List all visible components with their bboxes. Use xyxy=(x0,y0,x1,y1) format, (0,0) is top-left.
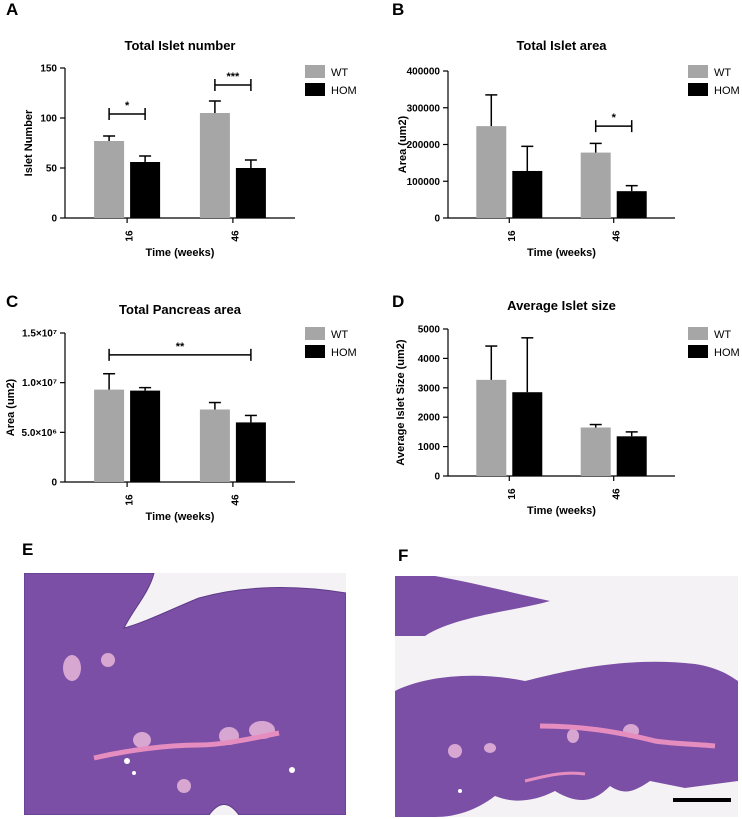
bar-hom xyxy=(512,392,543,476)
bar-hom xyxy=(235,422,266,482)
x-tick-label: 16 xyxy=(507,230,518,242)
legend-swatch-hom xyxy=(688,345,708,358)
x-tick-label: 46 xyxy=(231,230,242,242)
panel-letter-f: F xyxy=(398,546,409,565)
y-axis-label: Islet Number xyxy=(23,109,35,176)
bar-hom xyxy=(130,390,161,482)
y-tick-label: 1.5×10⁷ xyxy=(22,329,57,340)
y-tick-label: 0 xyxy=(51,478,57,489)
x-tick-label: 16 xyxy=(125,494,136,506)
scale-bar xyxy=(673,798,731,802)
y-tick-label: 1000 xyxy=(418,442,441,453)
significance-label: *** xyxy=(226,71,240,83)
y-tick-label: 100 xyxy=(40,114,57,125)
bar-wt xyxy=(580,152,611,218)
bar-hom xyxy=(616,191,647,218)
legend-label-wt: WT xyxy=(714,67,731,79)
y-tick-label: 2000 xyxy=(418,413,441,424)
legend-swatch-hom xyxy=(305,345,325,358)
panel-letter-c: C xyxy=(6,292,19,311)
bar-hom xyxy=(235,168,266,218)
bar-wt xyxy=(476,126,507,218)
x-tick-label: 46 xyxy=(611,488,622,500)
significance-label: * xyxy=(612,112,617,124)
y-tick-label: 5000 xyxy=(418,325,441,336)
y-tick-label: 400000 xyxy=(407,67,441,78)
legend-swatch-wt xyxy=(305,65,325,78)
legend-label-hom: HOM xyxy=(331,85,357,97)
bar-wt xyxy=(199,113,230,218)
legend-label-hom: HOM xyxy=(714,347,740,359)
histology-image-e xyxy=(24,573,346,815)
y-tick-label: 0 xyxy=(51,214,57,225)
legend-label-hom: HOM xyxy=(331,347,357,359)
chart-title: Total Pancreas area xyxy=(119,302,242,317)
chart-title: Average Islet size xyxy=(507,298,616,313)
chart-average-islet-size: Average Islet size 0 1000 2000 3000 4000 5000 A… xyxy=(395,298,740,517)
y-tick-label: 300000 xyxy=(407,103,441,114)
legend-swatch-hom xyxy=(305,83,325,96)
he-stained-pancreas-section-icon xyxy=(24,573,346,815)
x-tick-label: 16 xyxy=(125,230,136,242)
significance-label: * xyxy=(125,100,130,112)
y-tick-label: 0 xyxy=(434,472,440,483)
bar-wt xyxy=(580,427,611,476)
x-axis-label: Time (weeks) xyxy=(146,247,215,259)
legend-label-hom: HOM xyxy=(714,85,740,97)
chart-title: Total Islet number xyxy=(125,38,236,53)
x-tick-label: 46 xyxy=(611,230,622,242)
histology-image-f xyxy=(395,576,738,817)
bar-wt xyxy=(476,379,507,476)
legend-label-wt: WT xyxy=(331,329,348,341)
y-tick-label: 1.0×10⁷ xyxy=(22,378,57,389)
legend-swatch-wt xyxy=(305,327,325,340)
bar-hom xyxy=(616,436,647,476)
legend-swatch-wt xyxy=(688,65,708,78)
chart-total-islet-area: Total Islet area 0 100000 200000 300000 40000… xyxy=(397,38,740,259)
x-axis-label: Time (weeks) xyxy=(527,247,596,259)
x-tick-label: 46 xyxy=(231,494,242,506)
y-axis-label: Area (um2) xyxy=(397,115,409,173)
bar-wt xyxy=(199,409,230,482)
bar-wt xyxy=(94,389,125,482)
y-tick-label: 0 xyxy=(434,214,440,225)
y-tick-label: 100000 xyxy=(407,177,441,188)
chart-total-pancreas-area: Total Pancreas area 0 5.0×10⁶ 1.0×10⁷ 1.5×10… xyxy=(5,302,357,523)
legend-label-wt: WT xyxy=(714,329,731,341)
panel-letter-b: B xyxy=(392,0,405,19)
y-tick-label: 200000 xyxy=(407,140,441,151)
bar-hom xyxy=(130,162,161,218)
panel-letter-d: D xyxy=(392,292,405,311)
he-stained-pancreas-section-icon xyxy=(395,576,738,817)
legend-swatch-hom xyxy=(688,83,708,96)
chart-total-islet-number: Total Islet number 0 50 100 150 Islet Number 1… xyxy=(23,38,357,259)
x-axis-label: Time (weeks) xyxy=(146,511,215,523)
panel-letter-e: E xyxy=(22,540,34,559)
x-tick-label: 16 xyxy=(507,488,518,500)
y-tick-label: 50 xyxy=(46,164,58,175)
legend-swatch-wt xyxy=(688,327,708,340)
panel-letter-a: A xyxy=(6,0,19,19)
significance-label: ** xyxy=(176,341,185,353)
y-tick-label: 4000 xyxy=(418,354,441,365)
x-axis-label: Time (weeks) xyxy=(527,505,596,517)
y-tick-label: 150 xyxy=(40,64,57,75)
y-axis-label: Area (um2) xyxy=(5,378,17,436)
y-axis-label: Average Islet Size (um2) xyxy=(395,339,407,465)
bar-wt xyxy=(94,141,125,218)
chart-title: Total Islet area xyxy=(516,38,607,53)
y-tick-label: 5.0×10⁶ xyxy=(22,428,57,439)
bar-hom xyxy=(512,170,543,218)
y-tick-label: 3000 xyxy=(418,383,441,394)
legend-label-wt: WT xyxy=(331,67,348,79)
